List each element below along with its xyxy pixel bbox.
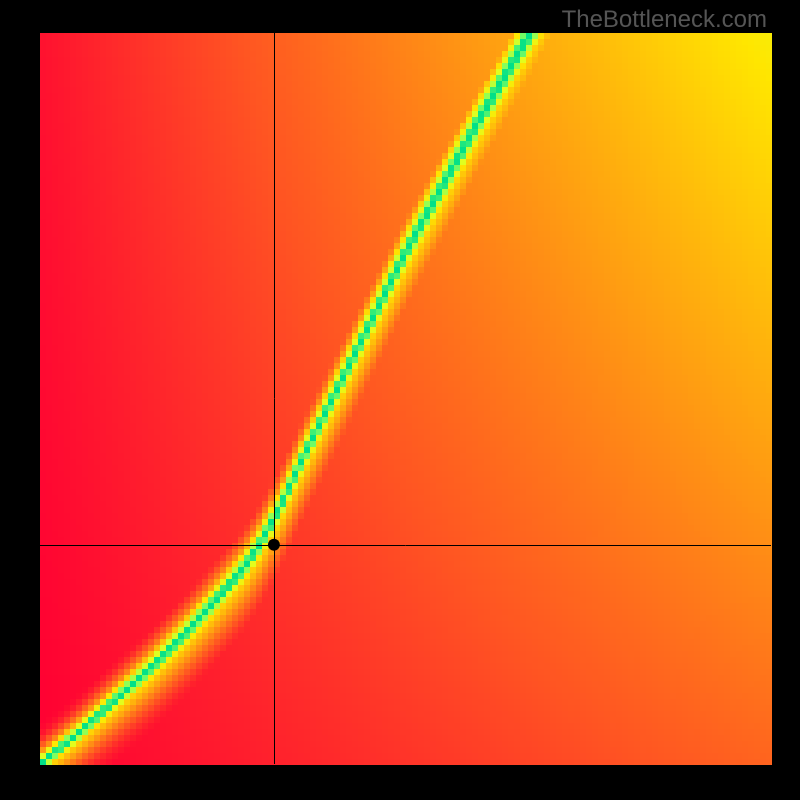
watermark-label: TheBottleneck.com [562,6,767,34]
bottleneck-heatmap [0,0,800,800]
chart-container: TheBottleneck.com [0,0,800,800]
